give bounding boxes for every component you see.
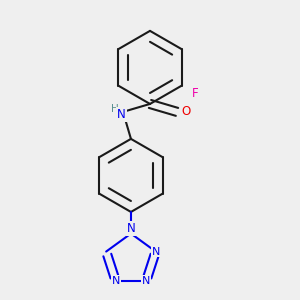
Text: N: N bbox=[152, 247, 160, 256]
Text: H: H bbox=[111, 104, 119, 114]
Text: N: N bbox=[111, 276, 120, 286]
Text: F: F bbox=[192, 87, 199, 100]
Text: N: N bbox=[117, 108, 126, 121]
Text: O: O bbox=[181, 105, 190, 119]
Text: N: N bbox=[142, 276, 150, 286]
Text: N: N bbox=[127, 222, 135, 235]
